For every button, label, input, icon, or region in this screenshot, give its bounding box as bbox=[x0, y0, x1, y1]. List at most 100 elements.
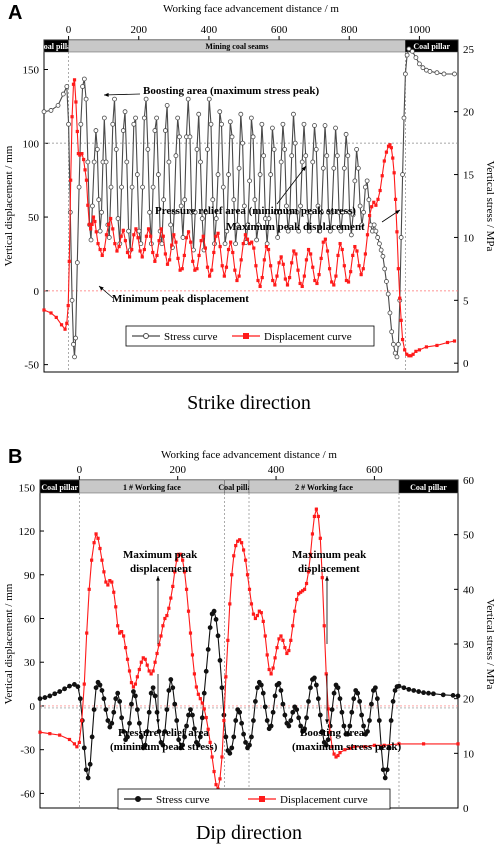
stress-point bbox=[129, 184, 135, 190]
stress-point bbox=[325, 737, 331, 743]
stress-point bbox=[413, 55, 419, 61]
legend-displacement-marker bbox=[243, 333, 249, 339]
stress-point bbox=[362, 184, 368, 190]
annotation-arrowhead bbox=[156, 719, 160, 724]
annotation-boosting-area: Boosting area (maximum stress peak) bbox=[143, 85, 320, 97]
stress-point bbox=[294, 209, 300, 215]
x-tick-label: 0 bbox=[66, 24, 72, 36]
displacement-point bbox=[424, 345, 429, 349]
stress-point bbox=[401, 685, 407, 691]
strip-coal-pillar-right-label: Coal pillar bbox=[410, 483, 447, 492]
displacement-point bbox=[83, 168, 87, 172]
annotation-pressure-relief-2: (minimum peak stress) bbox=[110, 741, 218, 753]
stress-point bbox=[303, 153, 309, 159]
displacement-series bbox=[38, 507, 460, 791]
displacement-point bbox=[176, 256, 180, 260]
displacement-point bbox=[297, 592, 301, 596]
displacement-point bbox=[318, 536, 322, 540]
displacement-point bbox=[190, 653, 195, 657]
displacement-point bbox=[230, 573, 234, 577]
stress-point bbox=[220, 184, 226, 190]
stress-point bbox=[67, 683, 72, 689]
displacement-point bbox=[163, 252, 167, 256]
stress-point bbox=[350, 212, 356, 218]
displacement-point bbox=[59, 323, 64, 327]
displacement-point bbox=[231, 250, 235, 255]
displacement-point bbox=[222, 274, 226, 278]
displacement-point bbox=[174, 240, 178, 244]
stress-point bbox=[154, 115, 160, 121]
stress-point bbox=[278, 159, 284, 165]
stress-point bbox=[164, 707, 170, 713]
stress-point bbox=[136, 720, 142, 726]
stress-point bbox=[427, 69, 433, 74]
stress-point bbox=[231, 734, 237, 740]
stress-point bbox=[357, 698, 363, 704]
displacement-point bbox=[161, 234, 165, 238]
displacement-point bbox=[179, 552, 183, 556]
stress-point bbox=[252, 197, 258, 203]
stress-point bbox=[124, 159, 130, 165]
stress-point bbox=[315, 203, 321, 209]
stress-point bbox=[72, 354, 77, 360]
stress-point bbox=[335, 685, 341, 691]
displacement-point bbox=[123, 646, 128, 650]
stress-point bbox=[75, 684, 81, 690]
displacement-point bbox=[256, 278, 260, 283]
stress-point bbox=[168, 222, 174, 228]
stress-point bbox=[270, 125, 275, 131]
stress-point bbox=[94, 147, 100, 152]
annotation-arrow bbox=[103, 93, 141, 96]
displacement-point bbox=[257, 609, 261, 613]
displacement-point bbox=[365, 233, 370, 237]
displacement-point bbox=[208, 740, 212, 744]
displacement-point bbox=[287, 648, 291, 653]
stress-point bbox=[131, 121, 137, 127]
stress-point bbox=[97, 228, 103, 234]
stress-point bbox=[162, 729, 168, 734]
stress-point bbox=[341, 165, 347, 171]
stress-point bbox=[115, 216, 121, 221]
panel-a-caption: Strike direction bbox=[187, 392, 311, 414]
displacement-point bbox=[275, 646, 279, 650]
y2-tick-label: 60 bbox=[463, 475, 475, 487]
stress-point bbox=[152, 693, 158, 699]
stress-point bbox=[313, 682, 319, 688]
stress-point bbox=[138, 734, 144, 740]
displacement-point bbox=[142, 247, 146, 252]
annotation-arrowhead bbox=[104, 92, 109, 97]
displacement-point bbox=[172, 233, 176, 237]
displacement-point bbox=[322, 624, 326, 628]
displacement-point bbox=[362, 745, 367, 749]
displacement-point bbox=[357, 264, 361, 268]
stress-point bbox=[187, 134, 193, 140]
displacement-point bbox=[258, 284, 262, 289]
displacement-point bbox=[192, 672, 197, 676]
displacement-point bbox=[277, 637, 281, 641]
stress-point bbox=[83, 96, 89, 102]
panel-a-letter: A bbox=[8, 2, 23, 24]
displacement-point bbox=[314, 507, 318, 511]
stress-point bbox=[306, 698, 311, 704]
displacement-point bbox=[262, 258, 266, 262]
displacement-point bbox=[353, 244, 357, 249]
displacement-point bbox=[90, 222, 94, 227]
stress-point bbox=[434, 70, 440, 76]
displacement-point bbox=[233, 268, 237, 272]
displacement-point bbox=[372, 743, 376, 747]
y-tick-label: 0 bbox=[34, 286, 40, 298]
stress-point bbox=[156, 729, 162, 734]
stress-point bbox=[386, 745, 392, 751]
stress-point bbox=[324, 153, 330, 159]
displacement-point bbox=[203, 246, 207, 250]
stress-point bbox=[210, 197, 216, 203]
stress-point bbox=[52, 691, 58, 697]
displacement-point bbox=[123, 239, 127, 243]
displacement-point bbox=[456, 742, 460, 746]
y2-tick-label: 50 bbox=[463, 530, 475, 542]
stress-point bbox=[258, 682, 264, 688]
annotation-max-peak-right-2: displacement bbox=[298, 563, 360, 575]
displacement-point bbox=[106, 222, 111, 227]
displacement-point bbox=[220, 264, 224, 268]
stress-point bbox=[233, 241, 238, 247]
